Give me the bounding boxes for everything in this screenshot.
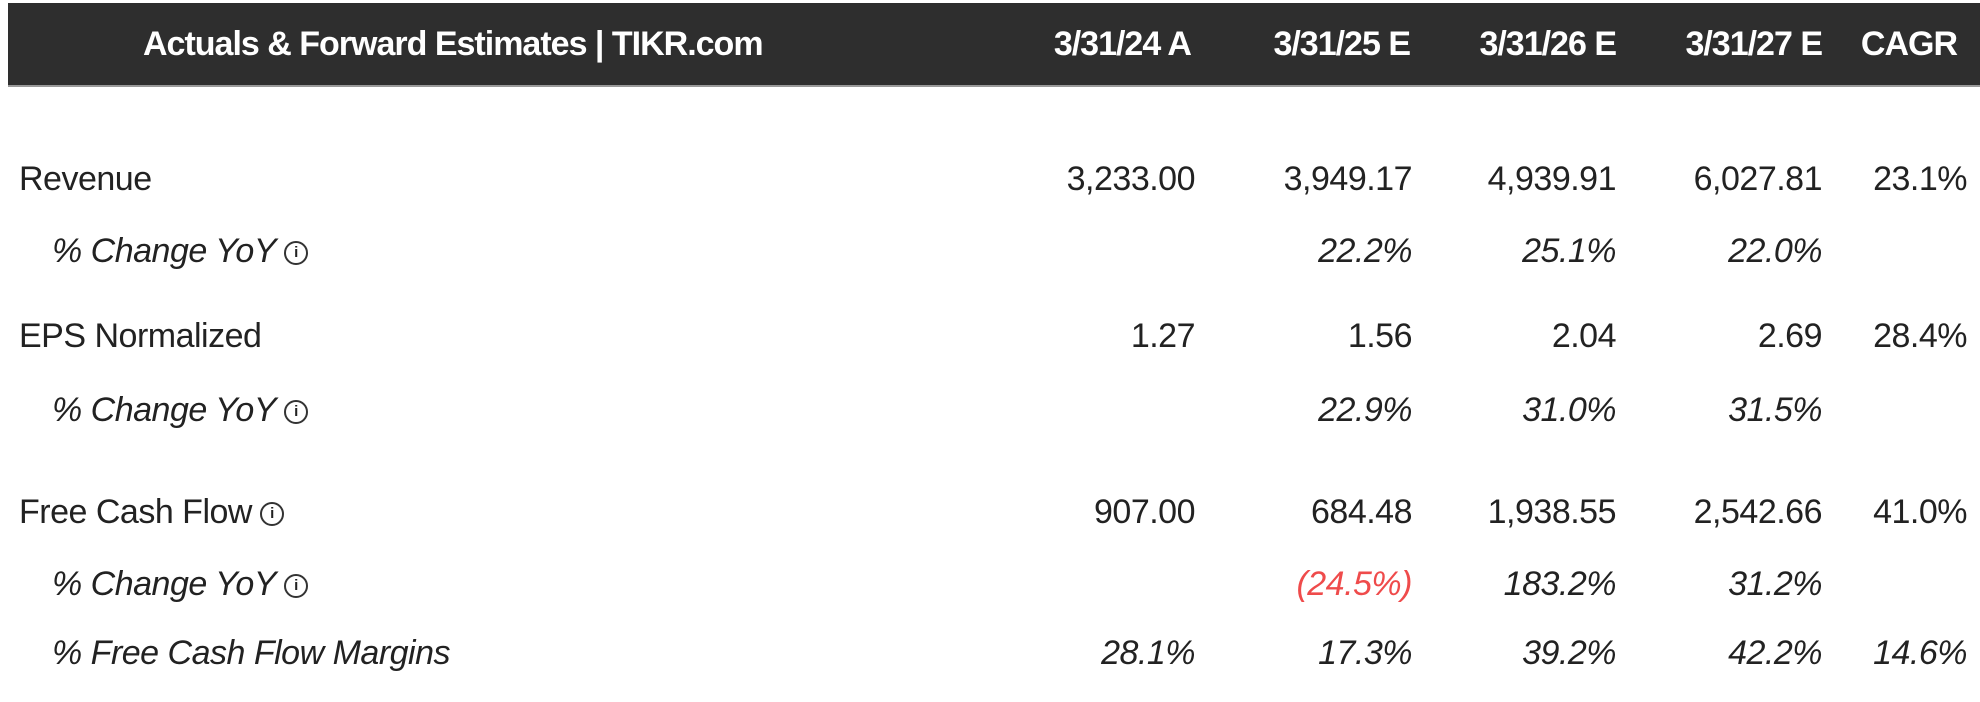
table-cell: 3,233.00 (1066, 160, 1196, 198)
row-label: Free Cash Flow i (19, 493, 284, 532)
table-cell: 1.56 (1347, 317, 1413, 355)
table-cell: 31.2% (1728, 565, 1822, 603)
table-cell: (24.5%) (1296, 565, 1412, 603)
table-cell: 3,949.17 (1283, 160, 1413, 198)
row-label-text: EPS Normalized (19, 317, 262, 355)
row-label: % Change YoY i (52, 565, 308, 604)
row-label: % Change YoY i (52, 232, 308, 271)
table-cell: 4,939.91 (1487, 160, 1617, 198)
info-icon[interactable]: i (259, 502, 284, 527)
column-header[interactable]: 3/31/26 E (1479, 25, 1617, 63)
column-header[interactable]: CAGR (1860, 25, 1958, 63)
table-cell: 17.3% (1318, 634, 1412, 672)
table-cell: 907.00 (1094, 493, 1196, 531)
row-label-text: % Change YoY (52, 232, 277, 270)
row-label-text: % Free Cash Flow Margins (52, 634, 451, 672)
table-cell: 28.1% (1101, 634, 1195, 672)
table-title: Actuals & Forward Estimates | TIKR.com (143, 25, 764, 63)
table-cell: 41.0% (1873, 493, 1967, 531)
table-cell: 6,027.81 (1693, 160, 1823, 198)
table-cell: 2.04 (1551, 317, 1617, 355)
row-label: Revenue (19, 160, 152, 199)
row-label-text: Free Cash Flow (19, 493, 252, 531)
row-label-text: % Change YoY (52, 565, 277, 603)
row-label: EPS Normalized (19, 317, 262, 356)
row-label-text: Revenue (19, 160, 152, 198)
table-cell: 39.2% (1522, 634, 1616, 672)
table-cell: 2.69 (1757, 317, 1823, 355)
column-header[interactable]: 3/31/27 E (1685, 25, 1823, 63)
row-label: % Free Cash Flow Margins (52, 634, 451, 673)
table-cell: 183.2% (1503, 565, 1617, 603)
table-cell: 22.9% (1318, 391, 1412, 429)
table-cell: 684.48 (1311, 493, 1413, 531)
column-header[interactable]: 3/31/24 A (1053, 25, 1192, 63)
table-cell: 23.1% (1873, 160, 1967, 198)
row-label: % Change YoY i (52, 391, 308, 430)
table-cell: 22.2% (1318, 232, 1412, 270)
table-cell: 1.27 (1130, 317, 1196, 355)
table-cell: 25.1% (1522, 232, 1616, 270)
table-cell: 42.2% (1728, 634, 1822, 672)
table-cell: 1,938.55 (1487, 493, 1617, 531)
info-icon[interactable]: i (284, 400, 308, 425)
column-header[interactable]: 3/31/25 E (1273, 25, 1411, 63)
table-cell: 31.0% (1522, 391, 1616, 429)
table-cell: 31.5% (1728, 391, 1822, 429)
row-label-text: % Change YoY (52, 391, 277, 429)
info-icon[interactable]: i (284, 241, 308, 266)
info-icon[interactable]: i (284, 574, 308, 599)
table-cell: 28.4% (1873, 317, 1967, 355)
table-cell: 22.0% (1728, 232, 1822, 270)
table-header: Actuals & Forward Estimates | TIKR.com 3… (8, 3, 1980, 87)
table-cell: 14.6% (1873, 634, 1967, 672)
table-cell: 2,542.66 (1693, 493, 1823, 531)
